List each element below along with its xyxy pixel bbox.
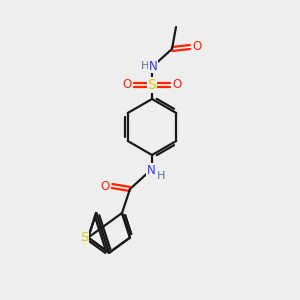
Text: H: H: [141, 61, 149, 71]
Text: O: O: [122, 79, 132, 92]
Text: N: N: [147, 164, 155, 176]
Text: N: N: [148, 59, 158, 73]
Text: H: H: [157, 171, 165, 181]
Text: S: S: [148, 78, 156, 92]
Text: O: O: [192, 40, 202, 53]
Text: O: O: [172, 79, 182, 92]
Text: O: O: [100, 179, 109, 193]
Text: S: S: [80, 231, 88, 244]
